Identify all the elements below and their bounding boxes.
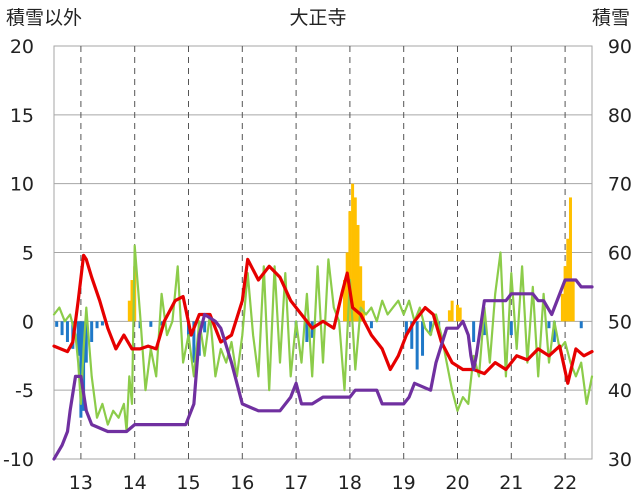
right-tick-label: 40: [608, 380, 632, 402]
snow-precip-bar: [568, 197, 572, 322]
other-precip-bar: [415, 321, 419, 370]
x-tick-label: 18: [338, 472, 362, 494]
other-precip-bar: [192, 321, 196, 363]
snow-precip-bar: [456, 304, 459, 322]
snow-precip-bar: [348, 211, 352, 322]
other-precip-bar: [149, 321, 153, 327]
other-precip-bar: [60, 321, 64, 336]
snow-precip-bar: [351, 183, 355, 322]
other-precip-bar: [100, 321, 104, 326]
other-precip-bar: [84, 321, 88, 363]
other-precip-bar: [305, 321, 309, 342]
horizontal-gridlines: [54, 45, 592, 460]
snow-precip-bar: [127, 300, 131, 322]
other-precip-bar: [160, 321, 164, 326]
snow-precip-bar: [343, 280, 347, 322]
snow-precip-bar: [563, 266, 567, 322]
snow-precip-bar: [130, 280, 134, 322]
other-precip-bar: [55, 321, 59, 327]
x-axis-ticks: 13 14 15 16 17 18 19 20 21 22: [69, 472, 577, 494]
other-precip-bar: [579, 321, 583, 329]
left-tick-label: 0: [22, 311, 34, 333]
other-precip-bar: [95, 321, 99, 329]
snow-precip-bar: [353, 197, 357, 322]
snow-precip-bar: [359, 266, 363, 322]
chart-title: 大正寺: [289, 7, 346, 29]
x-tick-label: 16: [230, 472, 254, 494]
wind-line: [52, 244, 594, 433]
vertical-gridlines: [80, 46, 566, 459]
left-tick-label: 10: [10, 174, 34, 196]
right-tick-label: 80: [608, 105, 632, 127]
left-tick-label: 20: [10, 36, 34, 58]
right-tick-label: 30: [608, 449, 632, 471]
right-axis-label: 積雪: [592, 7, 630, 29]
right-axis-ticks: 90 80 70 60 50 40 30: [608, 36, 632, 471]
other-precip-bar: [369, 321, 373, 329]
temperature-line: [52, 253, 594, 385]
other-precip-bar: [65, 321, 69, 342]
x-tick-label: 17: [284, 472, 308, 494]
other-precip-bar: [509, 321, 513, 336]
snow-precip-bar: [447, 310, 451, 322]
other-precip-bar: [472, 321, 476, 342]
other-precip-bar: [203, 321, 207, 333]
x-tick-label: 22: [553, 472, 577, 494]
left-axis-label: 積雪以外: [6, 7, 82, 29]
other-precip-bar: [404, 321, 408, 336]
left-tick-label: -10: [3, 449, 34, 471]
x-tick-label: 19: [392, 472, 416, 494]
other-precip-bar: [79, 321, 83, 418]
snow-precip-bar: [345, 252, 349, 322]
other-precip-bar: [187, 321, 190, 342]
other-precip-bar: [547, 321, 551, 329]
left-tick-label: 15: [10, 105, 34, 127]
other-precip-bar: [90, 321, 94, 342]
left-tick-label: 5: [22, 243, 34, 265]
snow-precip-bar: [450, 300, 454, 322]
x-tick-label: 13: [69, 472, 93, 494]
snow-precip-bar: [560, 293, 564, 322]
left-axis-ticks: 20 15 10 5 0 -5 -10: [3, 36, 34, 471]
other-precip-bar: [552, 321, 556, 342]
other-precip-bar: [76, 321, 80, 356]
snow-precip-bar: [571, 280, 575, 322]
right-tick-label: 60: [608, 243, 632, 265]
other-precip-bar: [421, 321, 425, 356]
other-precip-bar: [482, 321, 486, 336]
x-tick-label: 21: [499, 472, 523, 494]
other-precip-bar: [410, 321, 414, 349]
snow-depth-line: [52, 278, 594, 461]
series-lines: [52, 244, 594, 461]
other-precip-bar: [429, 321, 433, 336]
right-tick-label: 50: [608, 311, 632, 333]
snow-precip-bar: [458, 307, 462, 322]
right-tick-label: 90: [608, 36, 632, 58]
left-tick-label: -5: [15, 380, 34, 402]
snow-precip-bar: [356, 224, 360, 322]
x-tick-label: 14: [123, 472, 147, 494]
x-tick-label: 15: [176, 472, 200, 494]
x-tick-label: 20: [445, 472, 469, 494]
right-tick-label: 70: [608, 174, 632, 196]
